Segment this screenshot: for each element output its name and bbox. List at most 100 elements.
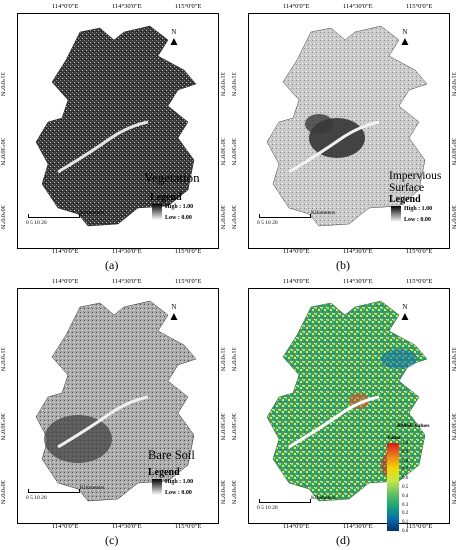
legend-high: High : 1.00 <box>165 479 194 485</box>
lat-tick-right-1: 31°0'0"N <box>219 72 226 97</box>
lat-tick-right-3: 30°0'0"N <box>450 205 457 230</box>
caption: (d) <box>336 533 350 547</box>
legend-high: High : 1.00 <box>165 204 194 210</box>
low-error-area <box>381 349 417 369</box>
rmse-legend-label: Value <box>387 435 401 441</box>
lat-tick-1: 31°0'0"N <box>230 347 237 372</box>
river <box>57 395 149 449</box>
scale-bar <box>28 214 80 218</box>
lon-tick-bottom-2: 114°30'0"E <box>112 523 142 530</box>
lon-tick-bottom-3: 115°0'0"E <box>175 523 202 530</box>
map-frame: N ▲ Bare Soil Legend High : 1.00 Low : 0.… <box>17 288 219 524</box>
legend-gradient <box>152 204 162 220</box>
rmse-color-ramp <box>387 443 399 531</box>
caption: (b) <box>336 258 350 272</box>
legend-label: Legend <box>148 467 180 478</box>
north-arrow: N ▲ <box>399 303 411 323</box>
scale-unit: Kilometers <box>311 495 336 501</box>
lon-tick-bottom-3: 115°0'0"E <box>175 248 202 255</box>
lon-tick-2: 114°30'0"E <box>343 278 373 285</box>
river <box>57 120 149 174</box>
rmse-value-label: 0.2 <box>402 511 409 517</box>
lat-tick-1: 31°0'0"N <box>0 347 6 372</box>
lat-tick-right-2: 30°30'0"N <box>219 138 226 166</box>
lon-tick-2: 114°30'0"E <box>343 3 373 10</box>
lon-tick-bottom-2: 114°30'0"E <box>112 248 142 255</box>
lat-tick-2: 30°30'0"N <box>230 413 237 441</box>
dark-area <box>44 415 112 463</box>
lat-tick-right-1: 31°0'0"N <box>450 72 457 97</box>
scale-bar <box>259 214 311 218</box>
lon-tick-3: 115°0'0"E <box>406 3 433 10</box>
rmse-value-label: 0.1 <box>402 520 409 526</box>
lat-tick-1: 31°0'0"N <box>0 72 6 97</box>
lon-tick-bottom-2: 114°30'0"E <box>343 248 373 255</box>
legend-low: Low : 0.00 <box>404 217 431 223</box>
lat-tick-right-1: 31°0'0"N <box>450 347 457 372</box>
caption: (c) <box>105 533 119 547</box>
vegetation-map <box>35 25 197 227</box>
lon-tick-3: 115°0'0"E <box>175 278 202 285</box>
lat-tick-3: 30°0'0"N <box>230 205 237 230</box>
river <box>288 120 380 174</box>
lat-tick-right-2: 30°30'0"N <box>450 138 457 166</box>
lon-tick-1: 114°0'0"E <box>52 278 79 285</box>
caption: (a) <box>105 258 119 272</box>
panel-bare-soil: 114°0'0"E 114°30'0"E 115°0'0"E N ▲ Bare S… <box>0 275 230 550</box>
lat-tick-right-3: 30°0'0"N <box>219 205 226 230</box>
map-frame: N ▲ RMSE Values Value 1.0 0.9 0.8 0.7 0.6 0.5 0… <box>248 288 450 534</box>
impervious-map <box>266 25 428 227</box>
lon-tick-bottom-2: 114°30'0"E <box>343 523 373 530</box>
legend-gradient <box>391 206 401 222</box>
lat-tick-2: 30°30'0"N <box>230 138 237 166</box>
north-arrow: N ▲ <box>168 303 180 323</box>
rmse-value-label: 0.9 <box>402 449 409 455</box>
map-frame: N ▲ Vegetation Legend High : 1.00 Low : 0… <box>17 13 219 249</box>
lon-tick-bottom-1: 114°0'0"E <box>52 248 79 255</box>
panel-vegetation: 114°0'0"E 114°30'0"E 115°0'0"E N ▲ Vegeta… <box>0 0 230 275</box>
lat-tick-1: 31°0'0"N <box>230 72 237 97</box>
legend-low: Low : 0.00 <box>165 215 192 221</box>
lat-tick-right-2: 30°30'0"N <box>450 413 457 441</box>
panel-rmse: 114°0'0"E 114°30'0"E 115°0'0"E N ▲ <box>230 275 461 550</box>
north-arrow: N ▲ <box>399 28 411 48</box>
lon-tick-bottom-1: 114°0'0"E <box>283 523 310 530</box>
rmse-legend-title: RMSE Values <box>397 423 430 429</box>
scale-bar <box>259 499 311 503</box>
scale-numbers: 0 5 10 20 <box>257 220 278 226</box>
lon-tick-3: 115°0'0"E <box>406 278 433 285</box>
scale-numbers: 0 5 10 20 <box>26 220 47 226</box>
lat-tick-right-1: 31°0'0"N <box>219 347 226 372</box>
lon-tick-bottom-3: 115°0'0"E <box>406 523 433 530</box>
panel-impervious: 114°0'0"E 114°30'0"E 115°0'0"E N ▲ Imperv… <box>230 0 461 275</box>
rmse-value-label: 0.5 <box>402 485 409 490</box>
legend-label: Legend <box>150 192 182 203</box>
lon-tick-2: 114°30'0"E <box>112 278 142 285</box>
map-frame: N ▲ Impervious Surface Legend High : 1.00… <box>248 13 450 249</box>
region-shape <box>35 25 197 227</box>
rmse-value-label: 0.6 <box>402 476 409 482</box>
lon-tick-bottom-3: 115°0'0"E <box>406 248 433 255</box>
lon-tick-1: 114°0'0"E <box>283 278 310 285</box>
lat-tick-right-3: 30°0'0"N <box>219 480 226 505</box>
scale-numbers: 0 5 10 20 <box>257 505 278 511</box>
bare-soil-map <box>35 300 197 502</box>
lat-tick-2: 30°30'0"N <box>0 138 6 166</box>
scale-bar <box>28 489 80 493</box>
rmse-value-label: 0.7 <box>402 467 409 473</box>
lat-tick-3: 30°0'0"N <box>0 205 6 230</box>
lon-tick-2: 114°30'0"E <box>112 3 142 10</box>
rmse-value-label: 0.4 <box>402 493 409 499</box>
lat-tick-right-3: 30°0'0"N <box>450 480 457 505</box>
legend-gradient <box>152 479 162 495</box>
lat-tick-3: 30°0'0"N <box>230 480 237 505</box>
lat-tick-right-2: 30°30'0"N <box>219 413 226 441</box>
lat-tick-2: 30°30'0"N <box>0 413 6 441</box>
lon-tick-1: 114°0'0"E <box>283 3 310 10</box>
scale-unit: Kilometers <box>311 210 336 216</box>
north-arrow: N ▲ <box>168 28 180 48</box>
rmse-value-label: 0.3 <box>402 502 409 508</box>
river <box>288 395 380 449</box>
rmse-value-label: 0.8 <box>402 458 409 464</box>
scale-unit: Kilometers <box>80 210 105 216</box>
